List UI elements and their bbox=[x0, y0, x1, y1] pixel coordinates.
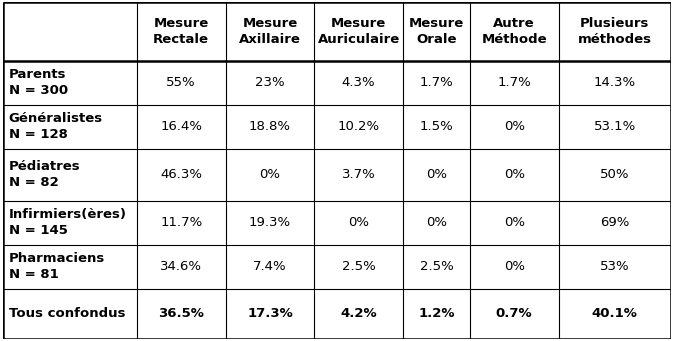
Text: 0.7%: 0.7% bbox=[496, 308, 532, 321]
Text: 53.1%: 53.1% bbox=[593, 120, 636, 133]
Text: 1.7%: 1.7% bbox=[497, 76, 531, 89]
Text: 2.5%: 2.5% bbox=[419, 260, 454, 273]
Text: Mesure
Rectale: Mesure Rectale bbox=[153, 17, 209, 46]
Text: 40.1%: 40.1% bbox=[592, 308, 638, 321]
Text: 0%: 0% bbox=[348, 216, 369, 229]
Text: 18.8%: 18.8% bbox=[249, 120, 291, 133]
Text: 4.2%: 4.2% bbox=[340, 308, 377, 321]
Text: Pédiatres
N = 82: Pédiatres N = 82 bbox=[9, 160, 80, 189]
Text: 11.7%: 11.7% bbox=[160, 216, 202, 229]
Text: 7.4%: 7.4% bbox=[253, 260, 286, 273]
Text: 17.3%: 17.3% bbox=[247, 308, 293, 321]
Text: 0%: 0% bbox=[503, 120, 524, 133]
Text: Mesure
Auriculaire: Mesure Auriculaire bbox=[317, 17, 400, 46]
Text: Mesure
Axillaire: Mesure Axillaire bbox=[239, 17, 301, 46]
Text: 50%: 50% bbox=[600, 168, 630, 181]
Text: 0%: 0% bbox=[503, 216, 524, 229]
Text: Généralistes
N = 128: Généralistes N = 128 bbox=[9, 112, 103, 141]
Text: 36.5%: 36.5% bbox=[158, 308, 204, 321]
Text: 16.4%: 16.4% bbox=[160, 120, 202, 133]
Text: Tous confondus: Tous confondus bbox=[9, 308, 125, 321]
Text: 1.5%: 1.5% bbox=[419, 120, 454, 133]
Text: 2.5%: 2.5% bbox=[342, 260, 375, 273]
Text: 19.3%: 19.3% bbox=[249, 216, 291, 229]
Text: Infirmiers(ères)
N = 145: Infirmiers(ères) N = 145 bbox=[9, 208, 127, 237]
Text: 14.3%: 14.3% bbox=[594, 76, 636, 89]
Text: 0%: 0% bbox=[503, 168, 524, 181]
Text: 69%: 69% bbox=[600, 216, 630, 229]
Text: Autre
Méthode: Autre Méthode bbox=[481, 17, 547, 46]
Text: 46.3%: 46.3% bbox=[160, 168, 202, 181]
Text: 0%: 0% bbox=[426, 216, 447, 229]
Text: Pharmaciens
N = 81: Pharmaciens N = 81 bbox=[9, 252, 105, 281]
Text: 1.7%: 1.7% bbox=[419, 76, 454, 89]
Text: 23%: 23% bbox=[255, 76, 284, 89]
Text: 53%: 53% bbox=[600, 260, 630, 273]
Text: Plusieurs
méthodes: Plusieurs méthodes bbox=[578, 17, 652, 46]
Text: 0%: 0% bbox=[503, 260, 524, 273]
Text: 3.7%: 3.7% bbox=[342, 168, 375, 181]
Text: Mesure
Orale: Mesure Orale bbox=[409, 17, 464, 46]
Text: 1.2%: 1.2% bbox=[418, 308, 455, 321]
Text: Parents
N = 300: Parents N = 300 bbox=[9, 68, 68, 97]
Text: 0%: 0% bbox=[259, 168, 280, 181]
Text: 4.3%: 4.3% bbox=[342, 76, 375, 89]
Text: 55%: 55% bbox=[166, 76, 196, 89]
Text: 34.6%: 34.6% bbox=[160, 260, 202, 273]
Text: 10.2%: 10.2% bbox=[338, 120, 379, 133]
Text: 0%: 0% bbox=[426, 168, 447, 181]
